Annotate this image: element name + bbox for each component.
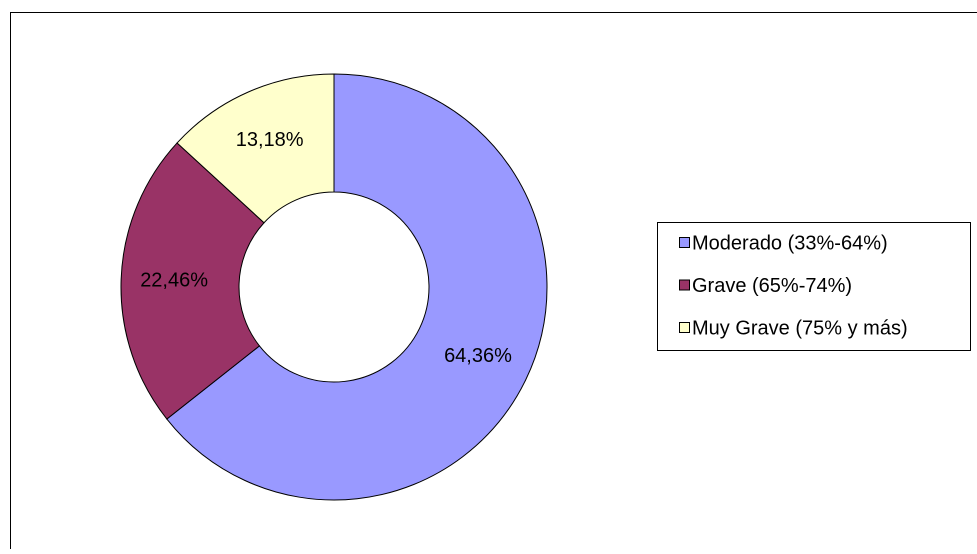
data-label: 13,18% [236, 129, 304, 151]
data-label: 64,36% [444, 345, 512, 367]
data-label: 22,46% [140, 269, 208, 291]
legend-swatch [680, 323, 690, 333]
legend-label: Moderado (33%-64%) [692, 232, 888, 254]
legend-swatch [680, 280, 690, 290]
legend-label: Grave (65%-74%) [692, 275, 852, 297]
legend-label: Muy Grave (75% y más) [692, 317, 908, 339]
legend-swatch [680, 238, 690, 248]
